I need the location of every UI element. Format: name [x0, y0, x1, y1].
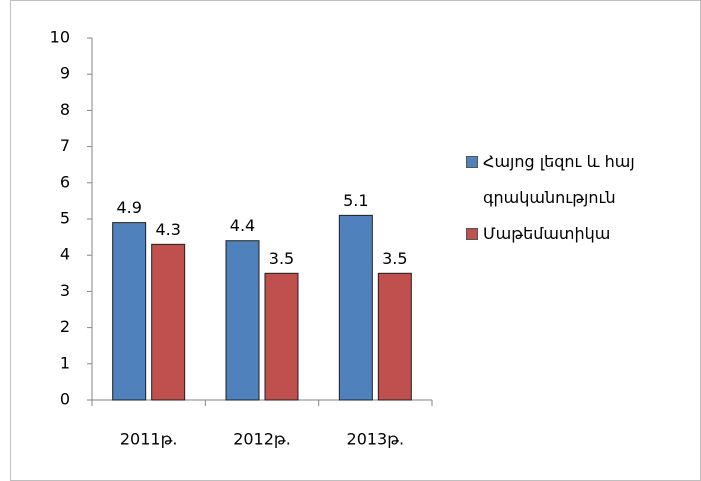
bar: [225, 240, 260, 401]
bar: [338, 214, 373, 401]
x-tick-label: 2011թ.: [120, 430, 178, 449]
value-label: 5.1: [343, 191, 368, 210]
y-tick-label: 7: [60, 136, 70, 155]
y-tick-label: 5: [60, 209, 70, 228]
y-tick-label: 1: [60, 353, 70, 372]
value-label: 4.3: [155, 220, 180, 239]
bar: [112, 222, 147, 401]
bar: [377, 272, 412, 401]
value-label: 3.5: [382, 249, 407, 268]
y-tick-label: 4: [60, 245, 70, 264]
y-tick-label: 2: [60, 317, 70, 336]
value-label: 3.5: [269, 249, 294, 268]
legend-label: Հայոց լեզու և հայ գրականություն: [483, 152, 635, 207]
y-tick-label: 6: [60, 172, 70, 191]
y-tick-label: 8: [60, 100, 70, 119]
legend-label: Մաթեմատիկա: [483, 224, 611, 243]
y-tick-label: 10: [50, 28, 70, 47]
x-tick-label: 2013թ.: [347, 430, 405, 449]
bar: [151, 243, 186, 401]
x-tick-label: 2012թ.: [233, 430, 291, 449]
legend-entry: Մաթեմատիկա: [466, 216, 648, 252]
legend-entry: Հայոց լեզու և հայ գրականություն: [466, 144, 648, 216]
y-tick-label: 0: [60, 390, 70, 409]
value-label: 4.4: [230, 216, 255, 235]
value-label: 4.9: [116, 198, 141, 217]
legend-swatch: [466, 228, 478, 240]
legend-swatch: [466, 156, 478, 168]
y-tick-label: 3: [60, 281, 70, 300]
bar: [264, 272, 299, 401]
legend: Հայոց լեզու և հայ գրականություն Մաթեմատիկ…: [466, 144, 648, 252]
y-tick-label: 9: [60, 64, 70, 83]
